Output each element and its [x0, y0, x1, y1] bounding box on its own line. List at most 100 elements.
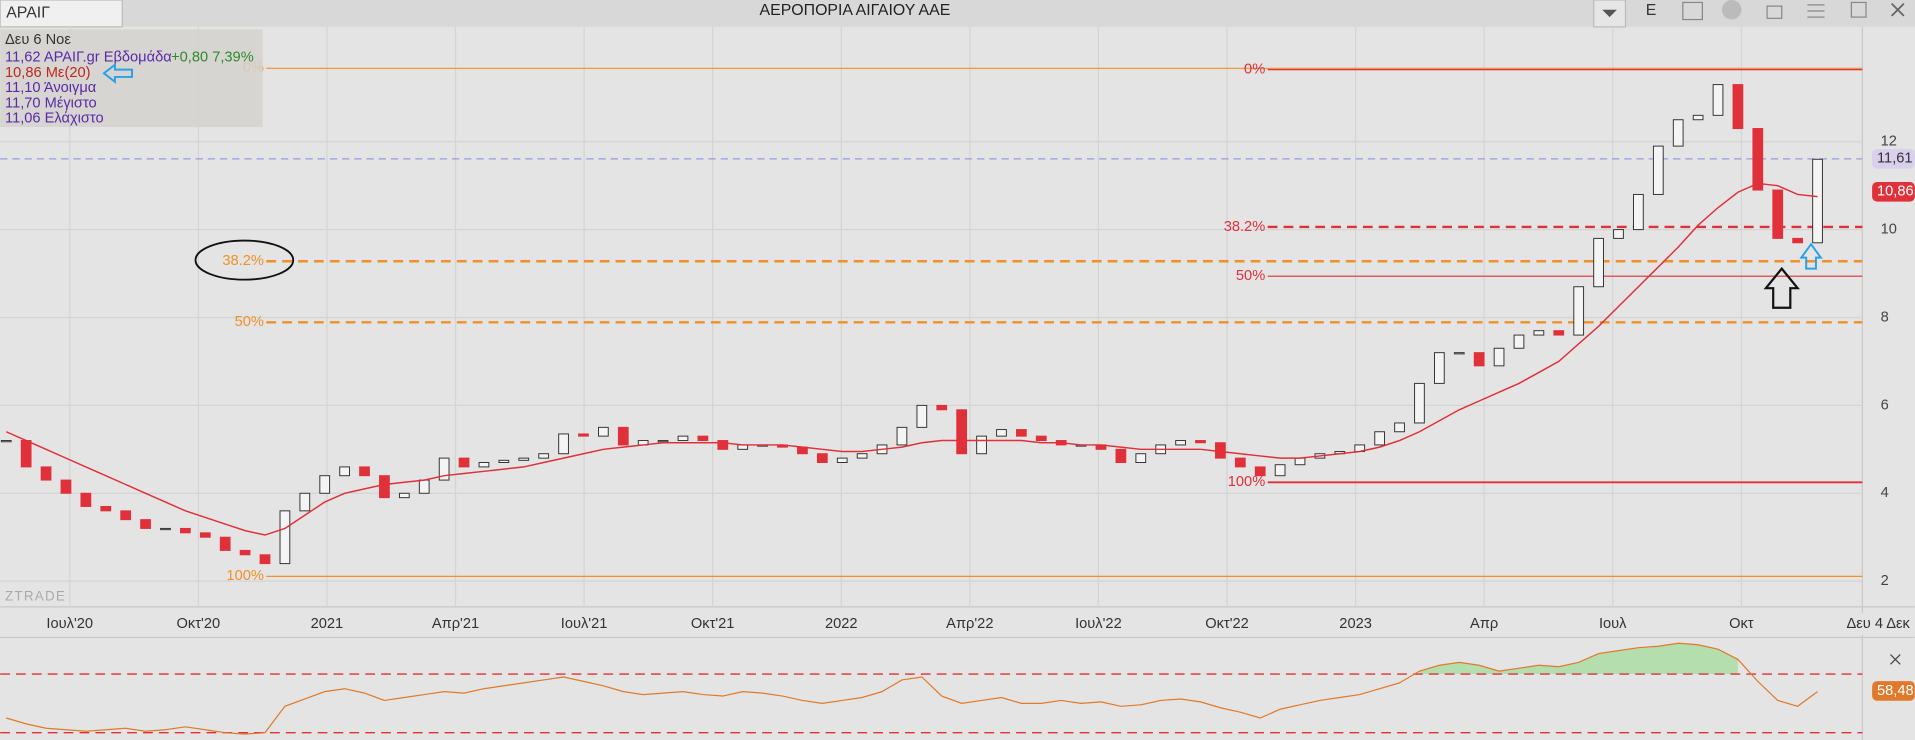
legend-open: 11,10 Άνοιγμα [5, 80, 97, 96]
candle [140, 519, 151, 529]
candle [40, 466, 52, 481]
candle [1573, 286, 1585, 336]
fib-label: 38.2% [222, 253, 264, 269]
candle [398, 492, 410, 499]
candle [359, 466, 370, 477]
candle [697, 435, 709, 442]
symbol-box[interactable] [0, 0, 123, 28]
y-tick-label: 10 [1881, 221, 1897, 237]
x-tick-label: Ιουλ'21 [561, 616, 608, 632]
icon[interactable] [1807, 4, 1825, 18]
panel-close[interactable] [1890, 654, 1901, 665]
y-tick-label: 6 [1881, 397, 1889, 413]
x-tick-label: Απρ [1470, 616, 1498, 632]
icon[interactable] [1721, 0, 1742, 20]
last-price-label: 11,61 [1877, 151, 1913, 167]
candle [80, 492, 92, 507]
candle [319, 475, 331, 494]
candle [976, 435, 987, 455]
candle [1533, 330, 1545, 336]
icon[interactable] [1850, 1, 1867, 18]
x-tick-label: Οκτ'21 [691, 616, 735, 632]
candle [1652, 145, 1664, 195]
candle [339, 466, 350, 477]
dropdown-arrow [1602, 9, 1617, 18]
x-tick-label: Απρ'22 [946, 616, 993, 632]
candle [180, 527, 191, 534]
candle [1294, 457, 1306, 466]
annotation-arrow [1763, 266, 1800, 309]
legend-high: 11,70 Μέγιστο [5, 96, 97, 112]
candle [1453, 352, 1465, 355]
candle [916, 404, 928, 428]
candle [1613, 229, 1624, 239]
icon[interactable] [1766, 5, 1783, 19]
candle [259, 554, 271, 565]
candle [1135, 453, 1147, 464]
y-tick-label: 2 [1881, 573, 1889, 589]
button-e[interactable]: Ε [1646, 2, 1657, 19]
candle [1672, 119, 1684, 147]
x-tick-label: Οκτ'22 [1205, 616, 1249, 632]
candle [458, 457, 470, 468]
candle [816, 453, 828, 464]
candle [558, 433, 569, 455]
candle [239, 549, 251, 556]
annotation-arrow [1799, 242, 1823, 270]
candle [1274, 464, 1286, 477]
candle [199, 532, 211, 538]
x-tick-label: Ιουλ [1599, 616, 1627, 632]
fib-label: 50% [1236, 268, 1265, 284]
candle [1414, 382, 1425, 424]
y-tick-label: 12 [1881, 134, 1897, 150]
x-tick-label: 2023 [1339, 616, 1372, 632]
candle [538, 453, 550, 459]
candle [120, 510, 132, 521]
x-tick-label: Απρ'21 [432, 616, 479, 632]
candle [518, 457, 530, 461]
candle [1195, 440, 1206, 444]
candle [657, 440, 669, 443]
candle [1115, 448, 1127, 464]
ma-last-box [1872, 182, 1915, 202]
x-tick-label: Ιουλ'20 [46, 616, 93, 632]
icon[interactable] [1682, 1, 1703, 21]
candle [836, 457, 848, 464]
fib-label: 0% [1244, 62, 1265, 78]
candle [1812, 158, 1823, 244]
candle [20, 440, 32, 468]
x-tick-label: 2022 [825, 616, 858, 632]
ma-last-label: 10,86 [1877, 184, 1914, 200]
candle [717, 440, 729, 450]
symbol: ΑΡΑΙΓ [6, 5, 50, 22]
rsi-line [6, 642, 1818, 735]
close-icon[interactable] [1891, 3, 1905, 17]
candle [160, 527, 171, 531]
rsi-overbought-fill [1419, 643, 1738, 675]
candle [677, 435, 689, 442]
candle [1692, 114, 1704, 121]
candle [1493, 347, 1505, 367]
candle [598, 426, 609, 437]
candle [379, 475, 390, 499]
candle [896, 426, 908, 446]
candle [1433, 352, 1445, 384]
fib-label: 50% [235, 314, 264, 330]
candle [1593, 237, 1604, 288]
plot: 2 4 6 8 10 12 Ιουλ'20 Οκτ'20 2021 Απρ'21 Ιουλ'21 Οκ… [0, 60, 1915, 735]
fib-label: 38.2% [1224, 219, 1266, 235]
candle [1513, 334, 1525, 349]
candle [936, 404, 948, 411]
candle [299, 492, 311, 512]
last-price-box [1872, 149, 1915, 169]
candle [617, 426, 629, 446]
legend-ma: 10,86 Με(20) [5, 65, 90, 81]
x-tick-label: 2021 [311, 616, 344, 632]
x-tick-label: Οκτ'20 [177, 616, 221, 632]
candle [438, 457, 450, 481]
candle [856, 453, 868, 459]
x-tick-label: Ιουλ'22 [1075, 616, 1122, 632]
candle [1015, 429, 1027, 437]
candle [418, 479, 430, 494]
